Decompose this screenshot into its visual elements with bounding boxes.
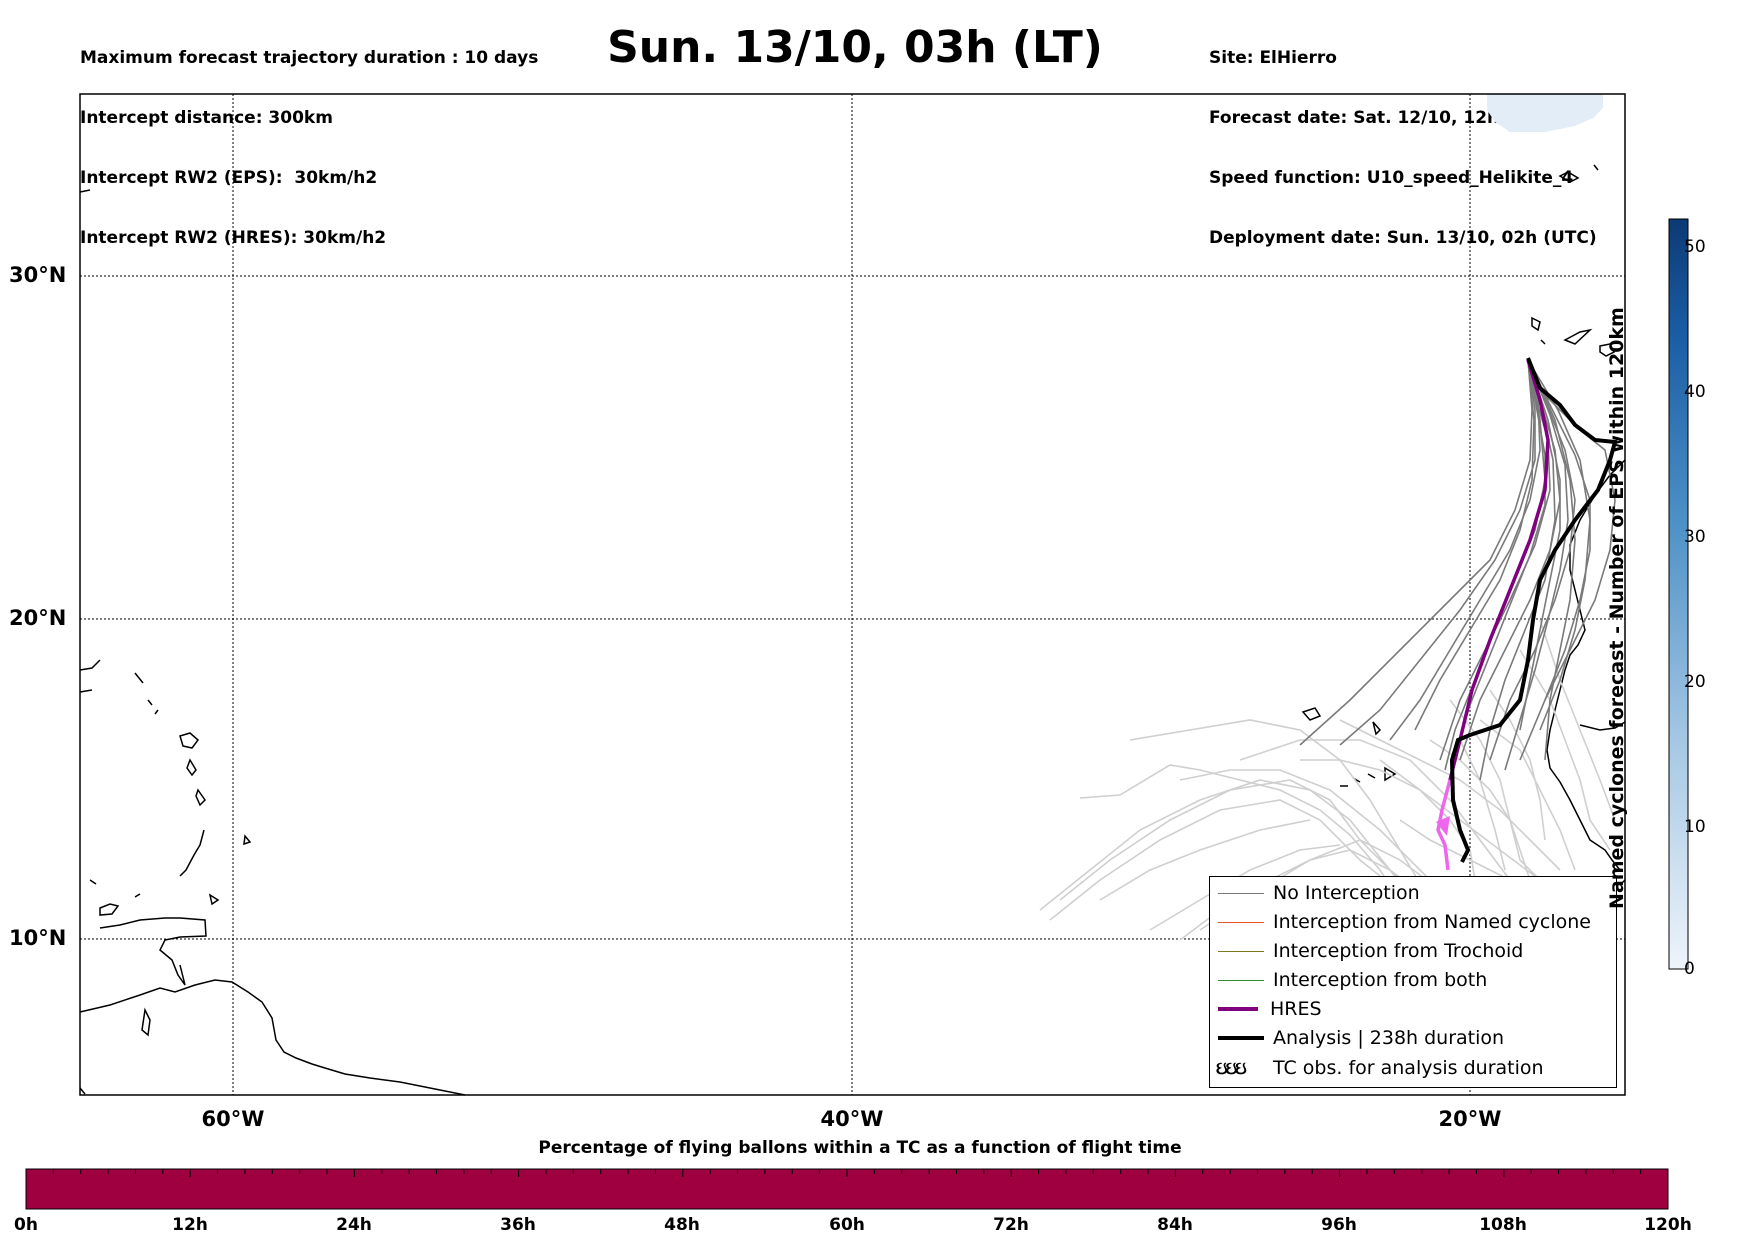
colorbar-title: Named cyclones forecast - Number of EPS …: [1606, 307, 1628, 909]
cyclone-symbol-icon: ઇઇઇ: [1216, 1058, 1247, 1079]
legend-label: Interception from Trochoid: [1273, 940, 1524, 962]
info-line-rw2-hres: Intercept RW2 (HRES): 30km/h2: [80, 228, 387, 248]
faded-trajectories: [1039, 619, 1616, 941]
legend: No Interception Interception from Named …: [1209, 876, 1617, 1088]
ensemble-trajectories: [1299, 359, 1616, 781]
lat-label-10n: 10°N: [9, 926, 67, 950]
percent-tick-72h: 72h: [993, 1215, 1029, 1235]
percent-tick-60h: 60h: [829, 1215, 865, 1235]
legend-item-trochoid: Interception from Trochoid: [1210, 937, 1616, 965]
colorbar-tick-30: 30: [1684, 527, 1706, 547]
percent-tick-48h: 48h: [664, 1215, 700, 1235]
legend-label: Analysis | 238h duration: [1273, 1027, 1505, 1049]
colorbar-tick-50: 50: [1684, 237, 1706, 257]
legend-line-both: [1218, 980, 1264, 981]
percent-bar-title: Percentage of flying ballons within a TC…: [538, 1138, 1182, 1158]
legend-line-trochoid: [1218, 951, 1264, 952]
percent-tick-96h: 96h: [1321, 1215, 1357, 1235]
map-frame: [79, 93, 1626, 1096]
hres-late-trajectory: [1436, 779, 1452, 871]
percent-tick-36h: 36h: [500, 1215, 536, 1235]
info-line-rw2-eps: Intercept RW2 (EPS): 30km/h2: [80, 168, 378, 188]
percent-tick-84h: 84h: [1157, 1215, 1193, 1235]
colorbar-tick-40: 40: [1684, 382, 1706, 402]
colorbar: [1668, 218, 1689, 970]
legend-label: HRES: [1270, 998, 1322, 1020]
lat-label-20n: 20°N: [9, 606, 67, 630]
legend-item-named-cyclone: Interception from Named cyclone: [1210, 908, 1616, 936]
percent-tick-120h: 120h: [1644, 1215, 1692, 1235]
colorbar-tick-20: 20: [1684, 672, 1706, 692]
hres-arrow: [1436, 816, 1450, 836]
percent-tick-12h: 12h: [172, 1215, 208, 1235]
colorbar-tick-0: 0: [1684, 959, 1695, 979]
legend-label: No Interception: [1273, 882, 1420, 904]
percent-bar-ticks: [25, 1169, 1669, 1209]
legend-line-hres: [1218, 1007, 1258, 1011]
percent-tick-24h: 24h: [336, 1215, 372, 1235]
lon-label-40w: 40°W: [820, 1107, 884, 1131]
percent-tick-108h: 108h: [1479, 1215, 1527, 1235]
cyclone-area: [1487, 94, 1603, 132]
analysis-trajectory: [1449, 357, 1618, 863]
info-left: Maximum forecast trajectory duration : 1…: [80, 8, 538, 268]
legend-item-no-interception: No Interception: [1210, 879, 1616, 907]
lon-label-20w: 20°W: [1438, 1107, 1502, 1131]
legend-line-named-cyclone: [1218, 922, 1264, 923]
legend-line-analysis: [1218, 1036, 1264, 1040]
hres-trajectory: [1448, 359, 1550, 781]
legend-item-tc-obs: ઇઇઇ TC obs. for analysis duration: [1210, 1054, 1616, 1082]
info-line-site: Site: ElHierro: [1209, 48, 1337, 68]
legend-line-no-interception: [1218, 893, 1264, 894]
percent-tick-0h: 0h: [14, 1215, 38, 1235]
legend-label: Interception from both: [1273, 969, 1488, 991]
map-title: Sun. 13/10, 03h (LT): [607, 22, 1103, 73]
colorbar-tick-10: 10: [1684, 817, 1706, 837]
legend-label: Interception from Named cyclone: [1273, 911, 1591, 933]
info-line-distance: Intercept distance: 300km: [80, 108, 333, 128]
legend-item-analysis: Analysis | 238h duration: [1210, 1024, 1616, 1052]
info-line-duration: Maximum forecast trajectory duration : 1…: [80, 48, 539, 68]
lat-label-30n: 30°N: [9, 263, 67, 287]
info-line-deployment-date: Deployment date: Sun. 13/10, 02h (UTC): [1209, 228, 1597, 248]
legend-label: TC obs. for analysis duration: [1273, 1057, 1544, 1079]
lon-label-60w: 60°W: [201, 1107, 265, 1131]
legend-item-hres: HRES: [1210, 995, 1616, 1023]
info-line-speed-function: Speed function: U10_speed_Helikite_4: [1209, 168, 1574, 188]
legend-item-both: Interception from both: [1210, 966, 1616, 994]
